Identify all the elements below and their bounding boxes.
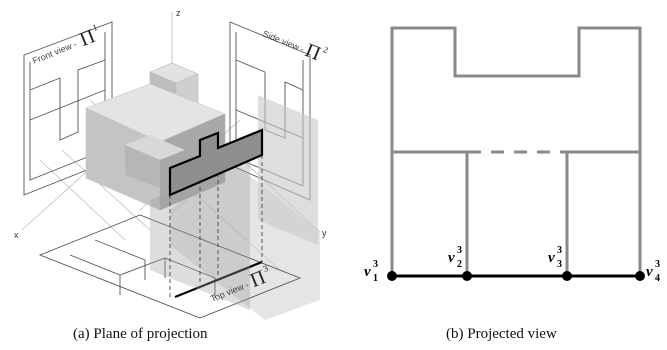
- svg-text:3: 3: [557, 245, 562, 256]
- projection-planes-figure: z x y Front view - Π 1 Side view - Π 2 T…: [14, 8, 330, 320]
- side-view-label: Side view - Π 2: [261, 29, 330, 66]
- solid-object: [85, 62, 250, 310]
- vertex-label-2: v 3 2: [448, 245, 462, 270]
- figure-a-caption: (a) Plane of projection: [73, 326, 208, 342]
- svg-text:1: 1: [373, 273, 378, 284]
- vertex-3: [562, 271, 572, 281]
- projection-lines: [169, 155, 263, 297]
- z-axis-label: z: [176, 8, 181, 18]
- top-view-plane: [38, 214, 302, 319]
- top-view-edge-line: [174, 260, 263, 299]
- svg-text:Front view -: Front view -: [31, 39, 78, 66]
- svg-text:2: 2: [322, 44, 330, 55]
- projected-view-figure: v 3 1 v 3 2 v 3 3 v 3 4: [364, 26, 660, 284]
- vertex-label-3: v 3 3: [548, 245, 562, 270]
- svg-text:v: v: [448, 250, 455, 266]
- vertex-1: [387, 271, 397, 281]
- vertex-label-1: v 3 1: [364, 259, 378, 284]
- svg-text:Side view -: Side view -: [261, 29, 306, 55]
- projected-outline: [390, 26, 642, 276]
- svg-text:Π: Π: [302, 39, 324, 65]
- svg-text:v: v: [364, 264, 371, 280]
- vertex-label-4: v 3 4: [646, 259, 660, 284]
- front-view-label: Front view - Π 1: [31, 22, 99, 66]
- y-axis-label: y: [322, 228, 327, 238]
- top-view-plane-shade: [170, 160, 320, 320]
- highlighted-face: [168, 128, 264, 197]
- svg-text:1: 1: [91, 22, 99, 33]
- svg-text:3: 3: [457, 245, 462, 256]
- svg-text:v: v: [548, 250, 555, 266]
- vertex-4: [635, 271, 645, 281]
- side-view-plane-shade: [258, 95, 318, 245]
- svg-text:v: v: [646, 264, 653, 280]
- figure-b-caption: (b) Projected view: [446, 326, 557, 342]
- svg-text:3: 3: [262, 263, 270, 274]
- svg-text:2: 2: [457, 259, 462, 270]
- svg-text:3: 3: [557, 259, 562, 270]
- svg-text:4: 4: [655, 273, 660, 284]
- svg-text:3: 3: [655, 259, 660, 270]
- svg-text:3: 3: [373, 259, 378, 270]
- x-axis-label: x: [14, 230, 19, 240]
- vertex-2: [462, 271, 472, 281]
